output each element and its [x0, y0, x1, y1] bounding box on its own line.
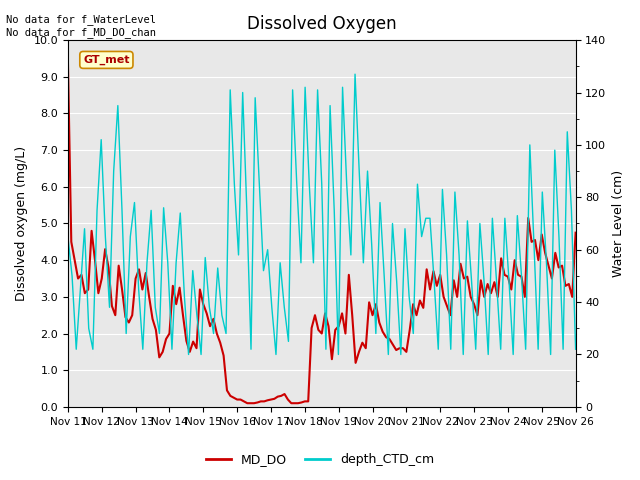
Y-axis label: Water Level (cm): Water Level (cm)	[612, 170, 625, 277]
Legend: MD_DO, depth_CTD_cm: MD_DO, depth_CTD_cm	[200, 448, 440, 471]
Title: Dissolved Oxygen: Dissolved Oxygen	[247, 15, 397, 33]
Y-axis label: Dissolved oxygen (mg/L): Dissolved oxygen (mg/L)	[15, 146, 28, 301]
Text: GT_met: GT_met	[83, 55, 130, 65]
Text: No data for f_WaterLevel
No data for f_MD_DO_chan: No data for f_WaterLevel No data for f_M…	[6, 14, 156, 38]
